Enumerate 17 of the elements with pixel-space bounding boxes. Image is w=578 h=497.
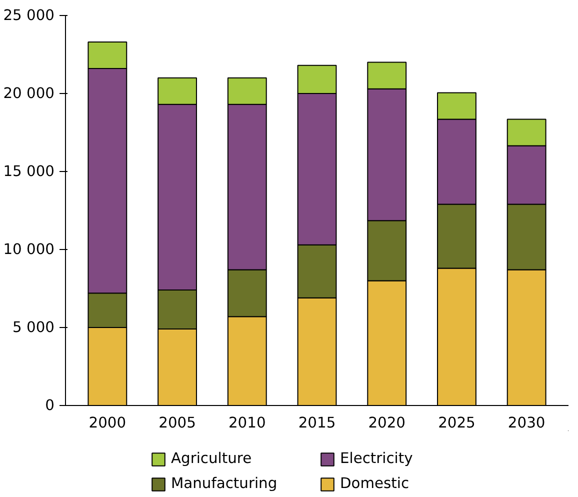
- y-tick-label: 25 000: [3, 7, 55, 24]
- legend-label: Agriculture: [171, 450, 253, 467]
- x-tick-label: 2010: [228, 414, 266, 432]
- x-tick-label: 2025: [438, 414, 476, 432]
- y-tick-label: 5 000: [12, 319, 55, 336]
- x-tick-label: 2015: [298, 414, 336, 432]
- x-tick-label: 2000: [88, 414, 126, 432]
- legend-label: Electricity: [340, 450, 414, 467]
- y-tick-label: 10 000: [3, 241, 55, 258]
- legend-label: Domestic: [340, 475, 410, 492]
- y-tick-label: 20 000: [3, 85, 55, 102]
- x-tick-label: 2020: [368, 414, 406, 432]
- x-tick-label: 2005: [158, 414, 196, 432]
- legend-label: Manufacturing: [171, 475, 278, 492]
- y-tick-label: 15 000: [3, 163, 55, 180]
- x-tick-label: 2030: [508, 414, 546, 432]
- y-tick-label: 0: [45, 397, 55, 414]
